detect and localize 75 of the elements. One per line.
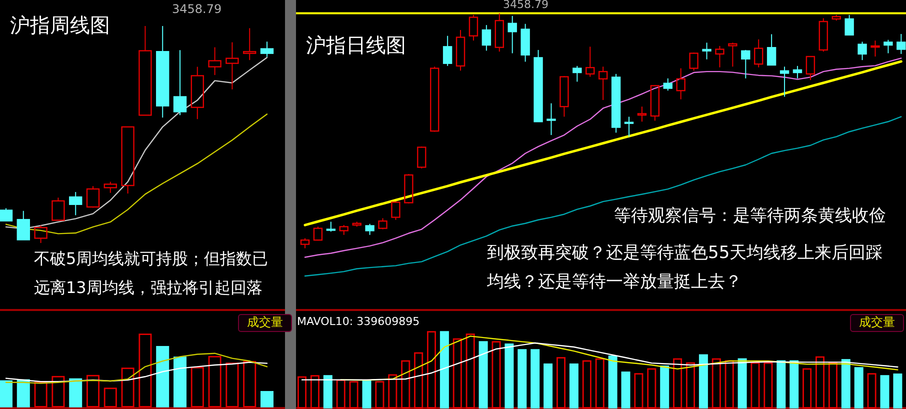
annotation: 到极致再突破？还是等待蓝色55天均线移上来后回踩 [487, 244, 883, 264]
bar [556, 357, 566, 408]
bar [569, 363, 578, 408]
bar [466, 334, 475, 408]
bar [621, 372, 630, 408]
bar [686, 362, 695, 408]
title: 沪指日线图 [306, 34, 406, 57]
bar [504, 343, 514, 408]
annotation: 成交量 [850, 314, 904, 332]
bar [16, 379, 30, 408]
bar [243, 360, 256, 408]
bar [673, 358, 682, 408]
bar [336, 380, 346, 408]
bar [790, 360, 799, 408]
bar [414, 352, 424, 408]
bar [388, 374, 398, 408]
bar [828, 362, 838, 408]
bar [310, 375, 320, 408]
bar [544, 363, 553, 408]
bar [69, 378, 82, 408]
bar [0, 380, 12, 408]
bar [816, 356, 824, 408]
bar [452, 338, 462, 408]
annotation: MAVOL10: 339609895 [297, 316, 420, 329]
annotation: 均线？还是等待一举放量挺上去？ [487, 273, 742, 293]
bar [104, 388, 117, 408]
bar [190, 366, 204, 408]
annotation: 不破5周均线就可持股；但指数已 [34, 250, 268, 268]
bar [712, 358, 721, 408]
title: 沪指周线图 [10, 14, 110, 37]
annotation: 等待观察信号：是等待两条黄线收俭 [614, 207, 886, 227]
bar [595, 358, 604, 408]
bar [260, 391, 274, 408]
annotation: 3458.79 [172, 3, 222, 17]
bar [893, 374, 902, 408]
bar [478, 341, 488, 408]
bar [776, 360, 786, 408]
bar [867, 373, 876, 408]
bar [841, 359, 850, 408]
annotation: 3458.79 [503, 0, 548, 12]
bar [121, 368, 134, 408]
bar [349, 381, 358, 408]
bar [880, 375, 890, 408]
bar [401, 360, 410, 408]
bar [174, 356, 186, 408]
bar [323, 375, 332, 408]
bar [647, 368, 656, 408]
annotation: 成交量 [238, 314, 292, 332]
bar [362, 380, 372, 408]
bar [86, 374, 100, 408]
bar [138, 334, 152, 408]
bar [854, 367, 864, 408]
bar [156, 346, 170, 408]
bar [226, 362, 239, 408]
bar [660, 366, 670, 408]
annotation: 远离13周均线，强拉将引起回落 [34, 279, 262, 298]
bar [518, 349, 527, 408]
bar [530, 349, 540, 408]
bar [427, 331, 436, 408]
bar [582, 360, 592, 408]
bar [750, 362, 760, 408]
bar [764, 362, 773, 408]
bar [698, 354, 708, 408]
bar [802, 368, 812, 408]
bar [298, 376, 306, 408]
bar [208, 356, 222, 408]
bar [52, 376, 65, 408]
bar [634, 373, 644, 408]
bar [375, 381, 384, 408]
bar [738, 358, 747, 408]
bar [492, 341, 501, 408]
bar [608, 355, 618, 408]
bar [440, 331, 449, 408]
bar [34, 382, 48, 408]
bar [724, 360, 734, 408]
